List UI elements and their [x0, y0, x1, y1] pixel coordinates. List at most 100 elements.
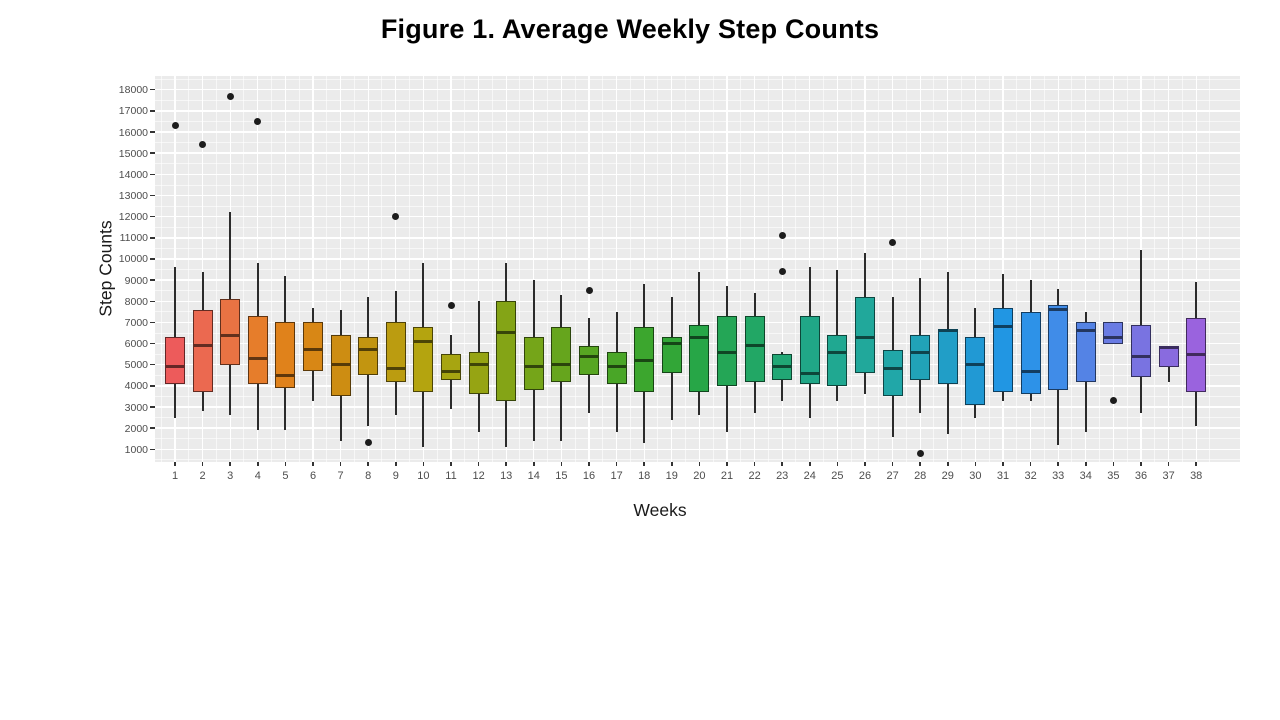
y-axis-title: Step Counts [95, 220, 116, 317]
gridline-minor [155, 99, 1240, 101]
lower-whisker [781, 379, 784, 401]
x-tick-mark [533, 462, 535, 466]
box-week-33 [1048, 305, 1069, 391]
x-tick-mark [339, 462, 342, 466]
gridline-major [155, 427, 1240, 429]
box-week-37 [1158, 345, 1179, 367]
lower-whisker [284, 387, 287, 431]
gridline-vertical-major [1002, 76, 1004, 462]
gridline-vertical-major [1057, 76, 1059, 462]
x-tick-label: 22 [748, 470, 761, 482]
upper-whisker [1029, 280, 1032, 312]
y-tick-label: 13000 [118, 190, 148, 202]
gridline-major [155, 237, 1240, 239]
gridline-vertical-major [1085, 76, 1087, 462]
x-tick-label: 3 [227, 470, 234, 482]
lower-whisker [174, 383, 176, 418]
y-tick-label: 15000 [118, 147, 148, 160]
median-line [827, 350, 848, 354]
y-tick-mark [150, 385, 155, 387]
x-tick-label: 34 [1079, 470, 1092, 482]
gridline-vertical-major [753, 76, 756, 462]
upper-whisker [864, 252, 866, 297]
upper-whisker [1084, 311, 1087, 323]
gridline-vertical-major [643, 76, 645, 462]
gridline-major [155, 448, 1240, 451]
gridline-vertical-minor [767, 76, 769, 462]
upper-whisker [1140, 250, 1142, 325]
upper-whisker [643, 284, 646, 327]
gridline-vertical-minor [740, 76, 741, 462]
box-week-25 [827, 335, 848, 386]
x-tick-label: 32 [1024, 470, 1037, 482]
gridline-minor [155, 78, 1240, 80]
x-tick-mark [174, 462, 176, 466]
gridline-vertical-minor [1181, 76, 1183, 462]
median-line [937, 329, 958, 333]
lower-whisker [919, 379, 922, 414]
box-week-31 [993, 307, 1013, 393]
x-tick-mark [643, 462, 645, 466]
box-week-22 [744, 316, 765, 382]
gridline-vertical-minor [408, 76, 410, 462]
box-week-20 [689, 324, 710, 393]
box-week-35 [1103, 322, 1124, 344]
lower-whisker [532, 390, 535, 441]
lower-whisker [201, 392, 204, 412]
upper-whisker [422, 263, 425, 327]
gridline-vertical-major [367, 76, 369, 462]
x-tick-mark [864, 462, 866, 466]
x-tick-label: 30 [969, 470, 982, 482]
gridline-vertical-minor [850, 76, 852, 462]
gridline-minor [155, 226, 1240, 228]
box-week-5 [275, 322, 296, 388]
gridline-minor [155, 311, 1240, 313]
y-tick-mark [150, 363, 155, 366]
gridline-vertical-major [836, 76, 839, 462]
box-week-8 [358, 337, 379, 376]
gridline-vertical-major [919, 76, 921, 462]
y-tick-mark [150, 152, 155, 154]
y-tick-label: 7000 [124, 316, 148, 329]
x-tick-label: 25 [831, 470, 844, 482]
y-tick-mark [150, 448, 155, 451]
gridline-minor [155, 396, 1240, 397]
lower-whisker [505, 400, 508, 448]
gridline-minor [155, 184, 1240, 186]
gridline-vertical-minor [1154, 76, 1155, 462]
y-tick-label: 18000 [118, 84, 148, 97]
gridline-major [155, 279, 1240, 281]
x-tick-label: 18 [638, 470, 651, 482]
x-tick-mark [1140, 462, 1142, 466]
y-tick-label: 10000 [118, 253, 148, 266]
x-tick-label: 28 [914, 470, 927, 482]
x-tick-label: 1 [171, 470, 179, 482]
median-line [855, 335, 875, 339]
x-tick-label: 16 [582, 470, 596, 482]
gridline-vertical-minor [215, 76, 217, 462]
lower-whisker [698, 392, 701, 416]
lower-whisker [753, 381, 756, 414]
box-week-27 [882, 349, 903, 397]
x-tick-label: 17 [610, 470, 623, 482]
upper-whisker [312, 307, 314, 323]
upper-whisker [339, 309, 342, 336]
y-tick-mark [150, 110, 155, 112]
gridline-vertical-minor [436, 76, 438, 462]
lower-whisker [1002, 392, 1004, 401]
x-tick-mark [284, 462, 287, 466]
median-line [634, 358, 655, 362]
gridline-vertical-minor [270, 76, 272, 462]
lower-whisker [1029, 394, 1032, 401]
median-line [882, 367, 903, 371]
median-line [772, 365, 793, 369]
median-line [330, 363, 351, 367]
gridline-vertical-minor [298, 76, 300, 462]
box-week-19 [661, 337, 682, 374]
outlier-dot [171, 122, 179, 130]
gridline-vertical-minor [960, 76, 962, 462]
box-week-34 [1075, 322, 1096, 382]
lower-whisker [891, 396, 894, 437]
lower-whisker [477, 394, 480, 433]
y-tick-label: 3000 [124, 401, 148, 414]
